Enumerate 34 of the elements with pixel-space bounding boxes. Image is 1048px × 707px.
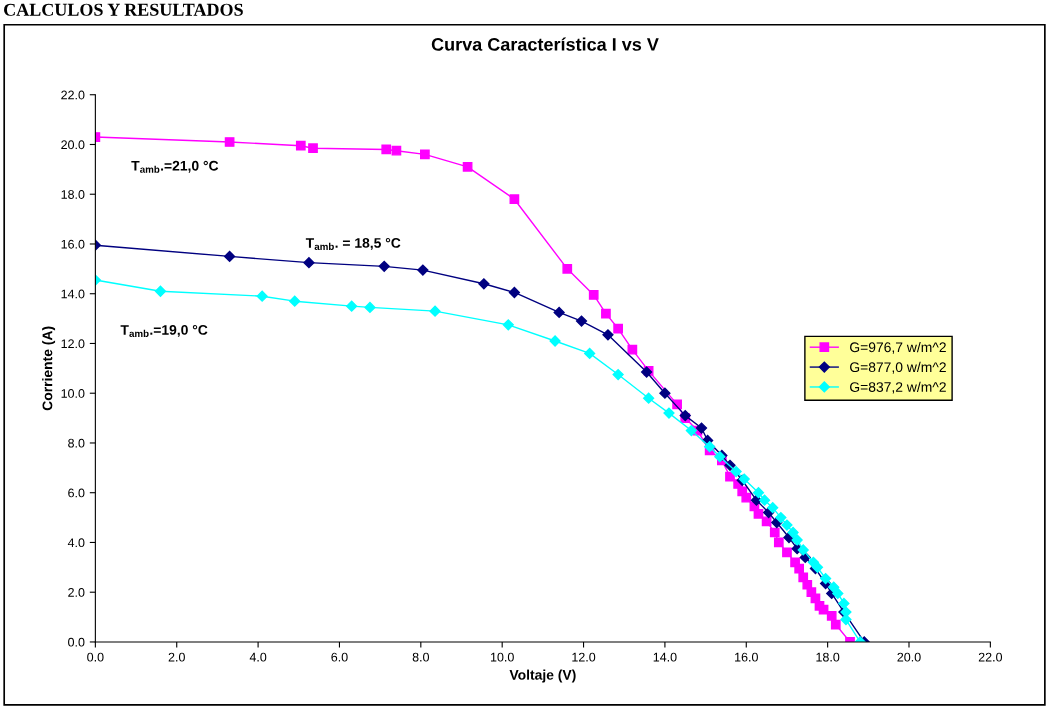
annotation: T$_{amb}$. = 18,5 °C <box>305 238 401 250</box>
y-tick-label: 10.0 <box>61 389 85 398</box>
x-tick-label: 22.0 <box>978 652 1003 662</box>
legend-label: G=976,7 w/m^2 <box>850 341 946 354</box>
y-tick-label: 14.0 <box>61 289 85 299</box>
annotation: T$_{amb}$.=19,0 °C <box>120 325 208 337</box>
x-tick-label: 14.0 <box>653 652 677 662</box>
y-tick-label: 2.0 <box>68 588 85 597</box>
legend-label: G=837,2 w/m^2 <box>850 381 946 394</box>
y-axis-title: Corriente (A) <box>42 326 56 411</box>
y-tick-label: 12.0 <box>61 339 85 349</box>
x-tick-label: 18.0 <box>816 652 840 662</box>
y-tick-label: 20.0 <box>61 140 85 150</box>
y-tick-label: 22.0 <box>61 90 85 100</box>
y-tick-label: 18.0 <box>61 190 85 199</box>
y-tick-label: 6.0 <box>68 488 85 498</box>
legend-label: G=877,0 w/m^2 <box>850 361 946 374</box>
y-tick-label: 0.0 <box>68 637 85 647</box>
x-tick-label: 4.0 <box>249 652 267 662</box>
x-tick-label: 0.0 <box>87 652 104 662</box>
y-tick-label: 4.0 <box>67 538 85 548</box>
x-tick-label: 20.0 <box>897 652 921 662</box>
chart-title: Curva Característica I vs V <box>431 37 659 51</box>
x-tick-label: 8.0 <box>412 652 430 662</box>
y-tick-label: 16.0 <box>61 239 85 249</box>
y-tick-label: 8.0 <box>68 438 85 448</box>
x-tick-label: 6.0 <box>331 652 348 662</box>
x-tick-label: 16.0 <box>735 652 758 662</box>
x-tick-label: 2.0 <box>168 652 185 662</box>
text: CALCULOS Y RESULTADOS <box>4 3 243 16</box>
annotation: T$_{amb}$.=21,0 °C <box>131 160 219 173</box>
x-axis-title: Voltaje (V) <box>509 669 576 683</box>
x-tick-label: 10.0 <box>490 652 514 662</box>
x-tick-label: 12.0 <box>572 652 596 662</box>
